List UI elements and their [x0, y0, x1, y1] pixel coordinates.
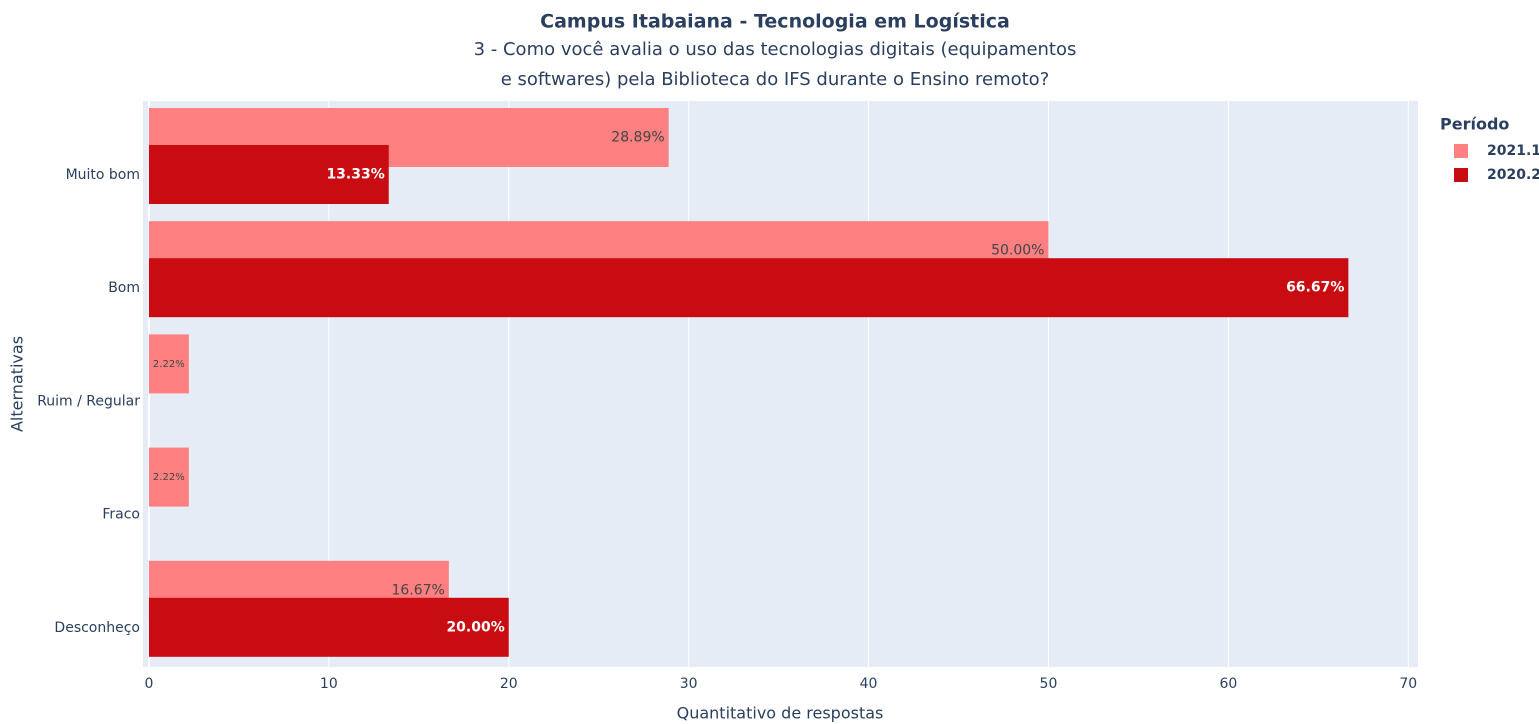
legend-swatch	[1454, 168, 1468, 182]
y-tick-label: Bom	[108, 280, 140, 296]
legend-title: Período	[1440, 115, 1509, 134]
data-label: 16.67%	[391, 582, 444, 598]
x-tick-label: 60	[1219, 676, 1237, 692]
legend-swatch	[1454, 144, 1468, 158]
data-label: 50.00%	[991, 243, 1044, 259]
x-tick-label: 30	[680, 676, 698, 692]
data-label: 20.00%	[446, 619, 504, 635]
data-label: 28.89%	[611, 130, 664, 146]
legend-label: 2021.1	[1487, 143, 1539, 159]
bar	[148, 145, 389, 204]
chart-subtitle: e softwares) pela Biblioteca do IFS dura…	[501, 69, 1050, 90]
y-axis-title: Alternativas	[8, 336, 27, 432]
y-tick-label: Muito bom	[66, 167, 140, 183]
chart-subtitle: 3 - Como você avalia o uso das tecnologi…	[474, 39, 1077, 60]
legend-label: 2020.2	[1487, 167, 1539, 183]
bar	[148, 597, 509, 657]
y-tick-label: Fraco	[102, 507, 140, 523]
data-label: 2.22%	[153, 472, 185, 483]
y-tick-label: Ruim / Regular	[37, 393, 140, 409]
chart-title: Campus Itabaiana - Tecnologia em Logísti…	[540, 11, 1010, 33]
data-label: 13.33%	[326, 167, 384, 183]
bar	[148, 447, 189, 507]
bar	[148, 258, 1349, 318]
x-axis-title: Quantitativo de respostas	[677, 704, 884, 723]
x-tick-label: 50	[1040, 676, 1058, 692]
data-label: 2.22%	[153, 359, 185, 370]
data-label: 66.67%	[1286, 280, 1344, 296]
x-tick-label: 20	[500, 676, 518, 692]
x-tick-label: 40	[860, 676, 878, 692]
x-tick-label: 70	[1399, 676, 1417, 692]
x-tick-label: 0	[144, 676, 153, 692]
bar	[148, 334, 189, 394]
y-tick-label: Desconheço	[54, 620, 140, 636]
x-tick-label: 10	[320, 676, 338, 692]
